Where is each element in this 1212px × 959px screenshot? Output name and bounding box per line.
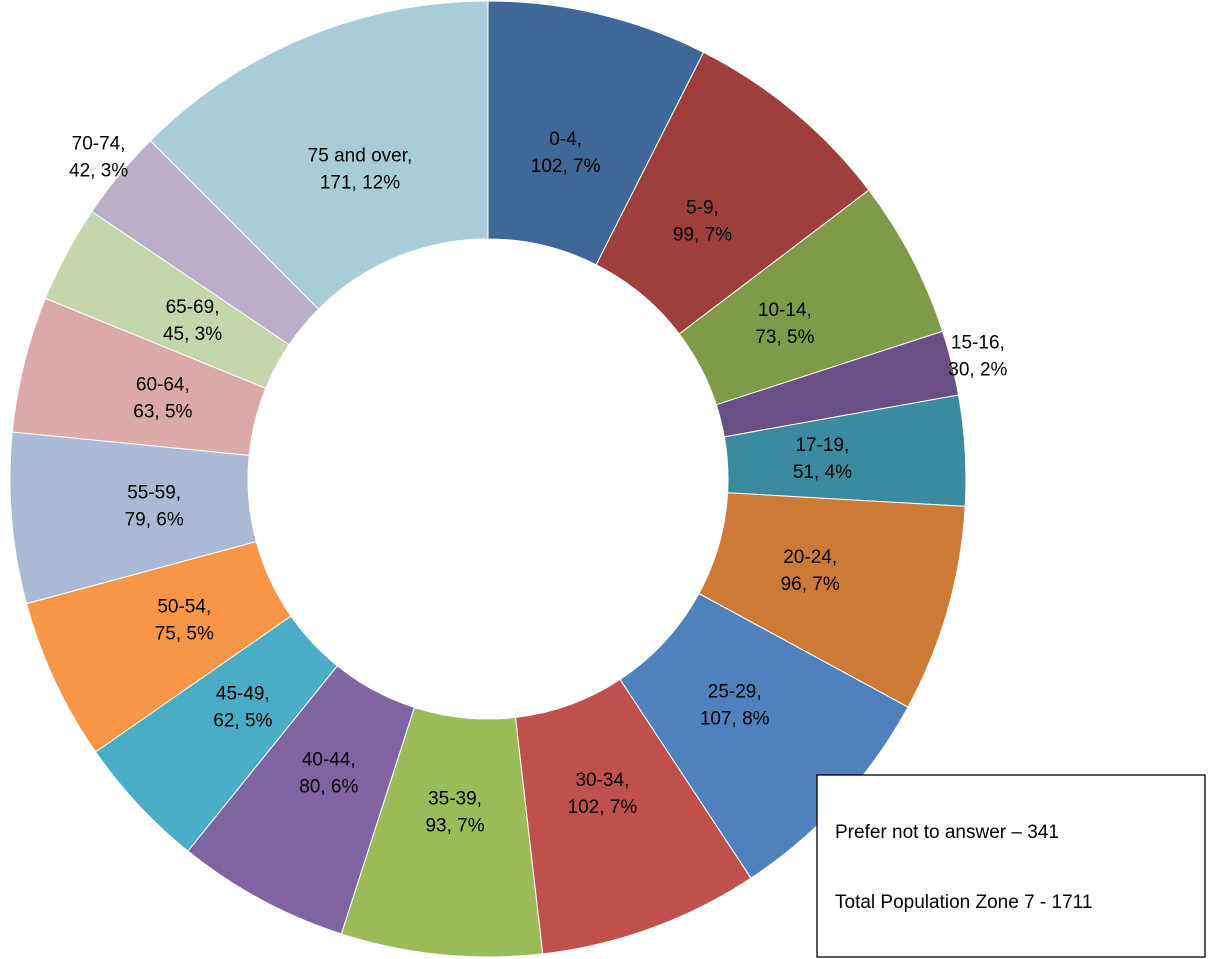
label-category: 35-39, <box>428 788 482 809</box>
label-category: 40-44, <box>302 750 356 771</box>
data-label: 35-39, 93, 7% <box>425 788 484 836</box>
data-label: 60-64, 63, 5% <box>133 374 192 422</box>
label-value: 79, 6% <box>125 510 184 531</box>
data-label: 45-49, 62, 5% <box>213 683 272 731</box>
data-label: 10-14, 73, 5% <box>755 300 814 348</box>
data-label: 20-24, 96, 7% <box>781 547 840 595</box>
label-value: 62, 5% <box>213 710 272 731</box>
annotation: Total Population Zone 7 - 1711 <box>835 892 1092 913</box>
label-value: 75, 5% <box>155 623 214 644</box>
label-category: 55-59, <box>127 483 181 504</box>
label-category: 30-34, <box>575 770 629 791</box>
label-value: 30, 2% <box>948 359 1007 380</box>
label-category: 10-14, <box>758 300 812 321</box>
label-category: 70-74, <box>72 133 126 154</box>
label-category: 5-9, <box>686 198 719 219</box>
label-value: 93, 7% <box>425 815 484 836</box>
annotation: Prefer not to answer – 341 <box>835 822 1059 843</box>
label-value: 99, 7% <box>673 225 732 246</box>
label-value: 51, 4% <box>793 462 852 483</box>
label-category: 60-64, <box>136 374 190 395</box>
data-label: 40-44, 80, 6% <box>299 750 358 798</box>
data-label: 25-29, 107, 8% <box>700 682 770 730</box>
label-value: 171, 12% <box>320 172 400 193</box>
data-label: 75 and over, 171, 12% <box>308 145 413 193</box>
label-value: 102, 7% <box>531 156 601 177</box>
label-category: 17-19, <box>795 435 849 456</box>
data-label: 15-16, 30, 2% <box>948 332 1007 380</box>
label-value: 102, 7% <box>568 797 638 818</box>
data-label: 0-4, 102, 7% <box>531 129 601 177</box>
annotation-box <box>816 774 1206 958</box>
label-category: 45-49, <box>216 683 270 704</box>
label-category: 65-69, <box>166 297 220 318</box>
label-value: 80, 6% <box>299 777 358 798</box>
label-category: 25-29, <box>708 682 762 703</box>
label-value: 45, 3% <box>163 324 222 345</box>
label-value: 96, 7% <box>781 574 840 595</box>
data-label: 30-34, 102, 7% <box>568 770 638 818</box>
label-category: 20-24, <box>783 547 837 568</box>
label-value: 73, 5% <box>755 327 814 348</box>
label-value: 63, 5% <box>133 401 192 422</box>
data-label: 17-19, 51, 4% <box>793 435 852 483</box>
data-label: 50-54, 75, 5% <box>155 596 214 644</box>
label-category: 0-4, <box>549 129 582 150</box>
data-label: 5-9, 99, 7% <box>673 198 732 246</box>
slice <box>149 0 489 310</box>
label-value: 107, 8% <box>700 709 770 730</box>
label-category: 75 and over, <box>308 145 413 166</box>
data-label: 70-74, 42, 3% <box>69 133 128 181</box>
label-category: 15-16, <box>951 332 1005 353</box>
label-category: 50-54, <box>157 596 211 617</box>
data-label: 55-59, 79, 6% <box>125 483 184 531</box>
data-label: 65-69, 45, 3% <box>163 297 222 345</box>
label-value: 42, 3% <box>69 160 128 181</box>
